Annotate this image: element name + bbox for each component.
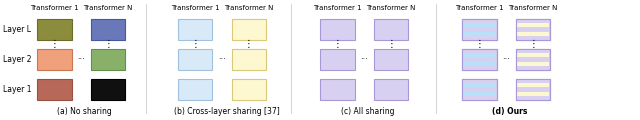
Bar bbox=[516, 79, 550, 100]
Bar bbox=[463, 49, 495, 53]
Text: ⋮: ⋮ bbox=[528, 39, 538, 49]
Bar bbox=[463, 27, 495, 32]
Bar bbox=[232, 19, 266, 40]
Text: ···: ··· bbox=[502, 55, 510, 64]
Bar bbox=[463, 79, 495, 83]
Bar bbox=[462, 49, 497, 70]
Text: Layer 2: Layer 2 bbox=[3, 55, 32, 64]
Bar bbox=[37, 79, 72, 100]
Bar bbox=[462, 19, 497, 40]
Bar bbox=[516, 49, 550, 70]
Bar bbox=[517, 19, 549, 23]
Text: Layer 1: Layer 1 bbox=[3, 85, 32, 94]
Text: Transformer 1: Transformer 1 bbox=[171, 5, 220, 11]
Bar bbox=[516, 79, 550, 100]
Bar bbox=[91, 79, 125, 100]
Text: ⋮: ⋮ bbox=[190, 39, 200, 49]
Text: ⋮: ⋮ bbox=[49, 39, 60, 49]
Bar bbox=[374, 79, 408, 100]
Bar bbox=[463, 62, 495, 66]
Bar bbox=[517, 91, 549, 96]
Text: ⋮: ⋮ bbox=[244, 39, 254, 49]
Bar bbox=[517, 96, 549, 100]
Bar bbox=[463, 23, 495, 27]
Bar bbox=[516, 49, 550, 70]
Text: ⋮: ⋮ bbox=[474, 39, 484, 49]
Bar bbox=[463, 31, 495, 36]
Bar bbox=[517, 49, 549, 53]
Bar bbox=[462, 19, 497, 40]
Bar bbox=[516, 19, 550, 40]
Text: Transformer 1: Transformer 1 bbox=[30, 5, 79, 11]
Text: (d) Ours: (d) Ours bbox=[492, 107, 528, 116]
Bar bbox=[517, 53, 549, 57]
Bar bbox=[517, 57, 549, 61]
Text: Transformer N: Transformer N bbox=[508, 5, 558, 11]
Bar bbox=[517, 83, 549, 87]
Bar bbox=[463, 83, 495, 87]
Bar bbox=[517, 62, 549, 66]
Text: (c) All sharing: (c) All sharing bbox=[341, 107, 395, 116]
Bar bbox=[517, 31, 549, 36]
Bar bbox=[517, 79, 549, 83]
Bar bbox=[91, 19, 125, 40]
Bar bbox=[462, 49, 497, 70]
Bar bbox=[232, 79, 266, 100]
Text: Layer L: Layer L bbox=[3, 25, 31, 34]
Bar bbox=[462, 79, 497, 100]
Bar bbox=[37, 19, 72, 40]
Text: Transformer N: Transformer N bbox=[83, 5, 133, 11]
Text: ⋮: ⋮ bbox=[103, 39, 113, 49]
Bar bbox=[178, 79, 212, 100]
Bar bbox=[91, 49, 125, 70]
Bar bbox=[320, 79, 355, 100]
Text: ⋮: ⋮ bbox=[332, 39, 342, 49]
Bar bbox=[37, 49, 72, 70]
Text: Transformer 1: Transformer 1 bbox=[455, 5, 504, 11]
Text: ···: ··· bbox=[218, 55, 226, 64]
Bar bbox=[463, 36, 495, 40]
Bar bbox=[320, 49, 355, 70]
Bar bbox=[517, 27, 549, 32]
Bar bbox=[517, 23, 549, 27]
Bar bbox=[320, 19, 355, 40]
Text: ⋮: ⋮ bbox=[386, 39, 396, 49]
Bar bbox=[463, 19, 495, 23]
Text: ···: ··· bbox=[77, 55, 85, 64]
Bar bbox=[463, 53, 495, 57]
Bar bbox=[463, 66, 495, 70]
Bar bbox=[517, 66, 549, 70]
Text: Transformer 1: Transformer 1 bbox=[313, 5, 362, 11]
Bar bbox=[462, 79, 497, 100]
Bar bbox=[374, 49, 408, 70]
Text: Transformer N: Transformer N bbox=[366, 5, 416, 11]
Text: ···: ··· bbox=[360, 55, 368, 64]
Bar bbox=[516, 19, 550, 40]
Bar bbox=[232, 49, 266, 70]
Text: Transformer N: Transformer N bbox=[224, 5, 274, 11]
Bar bbox=[463, 57, 495, 61]
Bar bbox=[463, 91, 495, 96]
Bar bbox=[517, 87, 549, 91]
Text: (b) Cross-layer sharing [37]: (b) Cross-layer sharing [37] bbox=[174, 107, 280, 116]
Bar bbox=[178, 19, 212, 40]
Bar bbox=[463, 87, 495, 91]
Bar bbox=[463, 96, 495, 100]
Bar bbox=[517, 36, 549, 40]
Bar bbox=[178, 49, 212, 70]
Text: (a) No sharing: (a) No sharing bbox=[58, 107, 112, 116]
Bar bbox=[374, 19, 408, 40]
